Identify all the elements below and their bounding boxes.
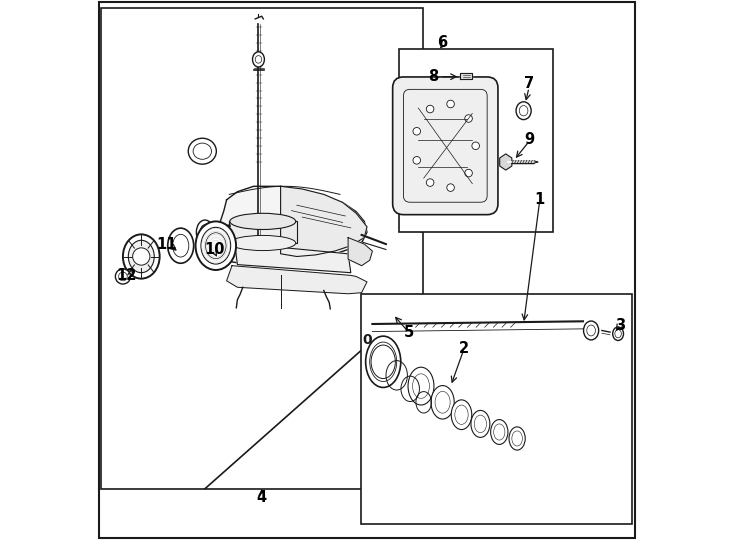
Ellipse shape — [408, 367, 434, 405]
Ellipse shape — [252, 52, 264, 67]
Circle shape — [447, 184, 454, 191]
Polygon shape — [348, 238, 372, 266]
Polygon shape — [280, 186, 367, 256]
Ellipse shape — [128, 240, 154, 273]
Polygon shape — [360, 294, 631, 524]
Text: 1: 1 — [534, 192, 545, 207]
Circle shape — [133, 248, 150, 265]
FancyBboxPatch shape — [393, 77, 498, 215]
Ellipse shape — [168, 228, 194, 263]
Ellipse shape — [201, 227, 230, 264]
Polygon shape — [227, 266, 367, 294]
Ellipse shape — [451, 400, 472, 430]
Ellipse shape — [471, 410, 490, 437]
Text: 0: 0 — [362, 333, 372, 347]
Text: 6: 6 — [437, 35, 448, 50]
Circle shape — [465, 170, 473, 177]
Text: 8: 8 — [428, 69, 438, 84]
Text: 12: 12 — [117, 268, 137, 283]
Ellipse shape — [366, 336, 401, 388]
Ellipse shape — [490, 420, 508, 444]
Text: 4: 4 — [257, 490, 266, 505]
Polygon shape — [460, 73, 472, 79]
Text: 11: 11 — [156, 237, 176, 252]
Circle shape — [465, 114, 473, 122]
Text: 5: 5 — [404, 325, 414, 340]
Polygon shape — [229, 221, 297, 243]
Circle shape — [426, 179, 434, 186]
Polygon shape — [500, 154, 512, 170]
Circle shape — [472, 142, 479, 150]
Ellipse shape — [123, 234, 159, 279]
Circle shape — [447, 100, 454, 108]
Ellipse shape — [584, 321, 599, 340]
Text: 7: 7 — [524, 76, 534, 91]
Polygon shape — [216, 186, 367, 265]
Text: 9: 9 — [524, 132, 534, 147]
Text: 2: 2 — [459, 341, 469, 356]
Circle shape — [115, 269, 131, 284]
Circle shape — [426, 105, 434, 113]
Ellipse shape — [381, 300, 401, 326]
Ellipse shape — [188, 138, 217, 164]
Ellipse shape — [509, 427, 526, 450]
Ellipse shape — [230, 235, 296, 251]
Ellipse shape — [516, 102, 531, 120]
Circle shape — [413, 157, 421, 164]
Ellipse shape — [230, 213, 296, 230]
Ellipse shape — [613, 327, 623, 341]
Ellipse shape — [197, 220, 214, 244]
Bar — [399, 49, 553, 232]
Polygon shape — [235, 243, 351, 273]
Ellipse shape — [431, 386, 454, 419]
Text: 3: 3 — [614, 318, 625, 333]
Text: 10: 10 — [205, 242, 225, 257]
Circle shape — [413, 127, 421, 135]
Bar — [101, 8, 423, 489]
Ellipse shape — [195, 221, 236, 270]
